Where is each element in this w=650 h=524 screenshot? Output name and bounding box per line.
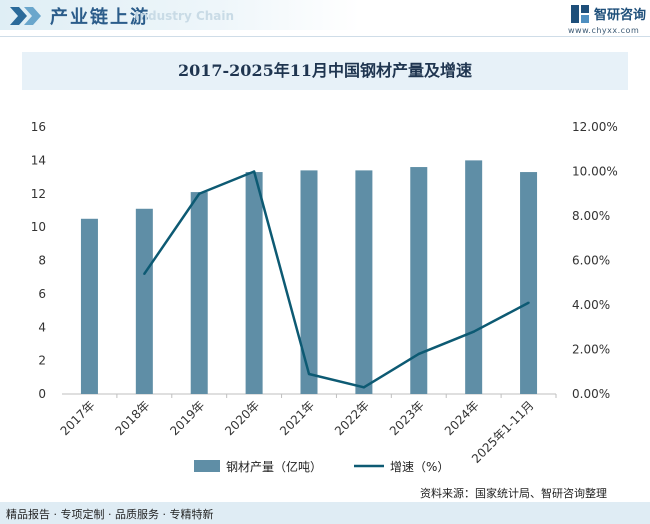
footer-band — [0, 502, 650, 524]
y-right-tick-label: 4.00% — [572, 298, 610, 312]
y-right-tick-label: 2.00% — [572, 343, 610, 357]
y-left-tick-label: 2 — [38, 354, 46, 368]
growth-point — [198, 192, 201, 195]
y-left-tick-label: 16 — [31, 120, 46, 134]
y-right-tick-label: 6.00% — [572, 254, 610, 268]
bar-production — [245, 172, 263, 394]
growth-point — [307, 372, 311, 376]
growth-point — [143, 272, 146, 276]
section-title: 产业链上游 — [50, 7, 150, 28]
bar-production — [190, 192, 208, 394]
line-growth-rate — [143, 170, 530, 389]
x-tick-label: 2019年 — [167, 398, 207, 438]
bar-production — [465, 160, 483, 394]
y-left-tick-label: 10 — [31, 220, 46, 234]
x-tick-label: 2017年 — [58, 398, 98, 438]
bar-production — [135, 208, 153, 394]
chart-title-band — [22, 52, 628, 90]
y-right-tick-label: 10.00% — [572, 165, 618, 179]
header-divider — [0, 36, 650, 37]
x-tick-label: 2021年 — [277, 398, 317, 438]
x-tick-label: 2020年 — [222, 398, 262, 438]
header-band — [0, 0, 360, 30]
bar-production — [410, 167, 428, 394]
legend-bar-swatch — [194, 460, 220, 472]
brand-name: 智研咨询 — [594, 8, 647, 23]
double-chevron-icon — [10, 7, 41, 25]
y-left-tick-label: 12 — [31, 187, 46, 201]
growth-point — [417, 352, 420, 356]
bar-production — [80, 218, 98, 394]
chart-title: 2017-2025年11月中国钢材产量及增速 — [178, 61, 472, 80]
bar-production — [300, 170, 318, 394]
section-subtitle: Industry Chain — [135, 9, 235, 23]
legend-line-label: 增速（%） — [390, 460, 449, 474]
bar-production — [520, 172, 538, 394]
y-left-tick-label: 8 — [38, 254, 46, 268]
x-tick-label: 2022年 — [332, 398, 372, 438]
x-tick-label: 2018年 — [112, 398, 152, 438]
growth-point — [362, 386, 366, 389]
y-left-tick-label: 4 — [38, 320, 46, 334]
y-left-tick-label: 14 — [31, 153, 46, 167]
data-source: 资料来源：国家统计局、智研咨询整理 — [420, 487, 607, 500]
legend-bar-label: 钢材产量（亿吨） — [226, 459, 322, 474]
y-right-tick-label: 8.00% — [572, 209, 610, 223]
y-right-tick-label: 12.00% — [572, 120, 618, 134]
y-left-tick-label: 0 — [38, 387, 46, 401]
section-header: 产业链上游 Industry Chain 智研咨询 www.chyxx.com — [0, 0, 650, 35]
growth-point — [472, 330, 475, 333]
y-left-tick-label: 6 — [38, 287, 46, 301]
bar-production — [355, 170, 373, 394]
growth-point — [527, 301, 530, 304]
brand-logo-icon — [571, 5, 589, 23]
footer-tags: 精品报告 · 专项定制 · 品质服务 · 专精特新 — [6, 508, 214, 521]
x-tick-label: 2024年 — [442, 398, 482, 438]
brand-url: www.chyxx.com — [568, 26, 640, 35]
growth-point — [252, 170, 256, 173]
x-tick-label: 2023年 — [387, 398, 427, 438]
y-right-tick-label: 0.00% — [572, 387, 610, 401]
